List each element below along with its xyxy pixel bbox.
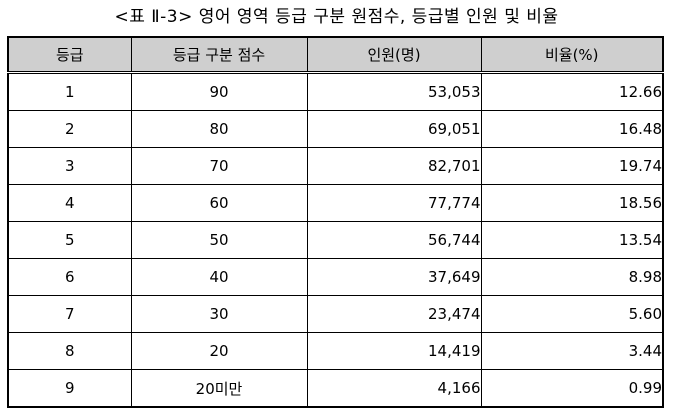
ratio-cell: 8.98 [480, 258, 664, 296]
count-cell: 77,774 [306, 184, 482, 222]
count-cell: 37,649 [306, 258, 482, 296]
table-row: 5 50 56,744 13.54 [7, 221, 664, 259]
score-cell: 70 [130, 147, 308, 185]
table-row: 9 20미만 4,166 0.99 [7, 369, 664, 408]
ratio-cell: 18.56 [480, 184, 664, 222]
score-cell: 20미만 [130, 369, 308, 408]
count-cell: 69,051 [306, 110, 482, 148]
grade-cell: 9 [7, 369, 132, 408]
header-ratio: 비율(%) [480, 36, 664, 74]
count-cell: 14,419 [306, 332, 482, 370]
table-row: 3 70 82,701 19.74 [7, 147, 664, 185]
table-row: 2 80 69,051 16.48 [7, 110, 664, 148]
count-cell: 23,474 [306, 295, 482, 333]
score-cell: 90 [130, 72, 308, 111]
header-count: 인원(명) [306, 36, 482, 74]
grade-cell: 4 [7, 184, 132, 222]
score-cell: 60 [130, 184, 308, 222]
score-cell: 30 [130, 295, 308, 333]
score-cell: 80 [130, 110, 308, 148]
grade-cell: 1 [7, 72, 132, 111]
table-header-row: 등급 등급 구분 점수 인원(명) 비율(%) [7, 36, 664, 74]
grade-cell: 3 [7, 147, 132, 185]
table-row: 6 40 37,649 8.98 [7, 258, 664, 296]
header-score: 등급 구분 점수 [130, 36, 308, 74]
table-row: 7 30 23,474 5.60 [7, 295, 664, 333]
ratio-cell: 12.66 [480, 72, 664, 111]
count-cell: 56,744 [306, 221, 482, 259]
grade-cell: 2 [7, 110, 132, 148]
score-cell: 50 [130, 221, 308, 259]
ratio-cell: 5.60 [480, 295, 664, 333]
grade-cell: 7 [7, 295, 132, 333]
count-cell: 53,053 [306, 72, 482, 111]
table-caption: <표 Ⅱ-3> 영어 영역 등급 구분 원점수, 등급별 인원 및 비율 [114, 7, 559, 27]
grade-cell: 6 [7, 258, 132, 296]
ratio-cell: 16.48 [480, 110, 664, 148]
table-row: 8 20 14,419 3.44 [7, 332, 664, 370]
grade-distribution-table: 등급 등급 구분 점수 인원(명) 비율(%) 1 90 53,053 12.6… [7, 36, 664, 408]
table-row: 4 60 77,774 18.56 [7, 184, 664, 222]
grade-cell: 8 [7, 332, 132, 370]
ratio-cell: 19.74 [480, 147, 664, 185]
header-grade: 등급 [7, 36, 132, 74]
count-cell: 82,701 [306, 147, 482, 185]
ratio-cell: 13.54 [480, 221, 664, 259]
grade-cell: 5 [7, 221, 132, 259]
score-cell: 40 [130, 258, 308, 296]
ratio-cell: 3.44 [480, 332, 664, 370]
score-cell: 20 [130, 332, 308, 370]
table-row: 1 90 53,053 12.66 [7, 72, 664, 111]
ratio-cell: 0.99 [480, 369, 664, 408]
count-cell: 4,166 [306, 369, 482, 408]
